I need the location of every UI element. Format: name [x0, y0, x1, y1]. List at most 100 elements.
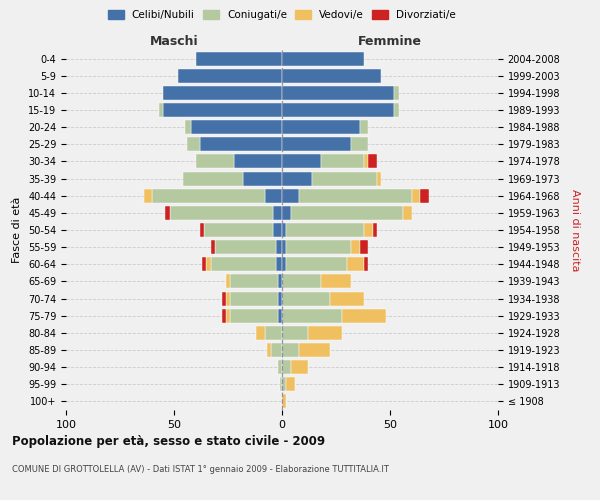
Bar [215, 240, 275, 254]
Bar [230, 308, 278, 322]
Bar [321, 274, 351, 288]
Bar [280, 378, 282, 392]
Bar [221, 292, 226, 306]
Bar [282, 52, 364, 66]
Bar [282, 154, 321, 168]
Bar [282, 343, 299, 357]
Bar [163, 86, 282, 100]
Bar [403, 206, 412, 220]
Bar [282, 378, 286, 392]
Bar [282, 326, 308, 340]
Bar [243, 172, 282, 185]
Bar [286, 378, 295, 392]
Bar [290, 206, 403, 220]
Bar [329, 292, 364, 306]
Bar [282, 223, 286, 237]
Bar [200, 223, 204, 237]
Bar [163, 103, 282, 117]
Bar [351, 138, 368, 151]
Bar [274, 206, 282, 220]
Bar [187, 138, 200, 151]
Bar [206, 258, 211, 272]
Bar [144, 188, 152, 202]
Bar [230, 274, 278, 288]
Text: COMUNE DI GROTTOLELLA (AV) - Dati ISTAT 1° gennaio 2009 - Elaborazione TUTTITALI: COMUNE DI GROTTOLELLA (AV) - Dati ISTAT … [12, 465, 389, 474]
Bar [275, 240, 282, 254]
Bar [278, 274, 282, 288]
Bar [368, 154, 377, 168]
Bar [159, 103, 163, 117]
Bar [282, 206, 290, 220]
Bar [394, 103, 398, 117]
Bar [282, 394, 286, 408]
Bar [308, 326, 343, 340]
Bar [265, 326, 282, 340]
Bar [373, 223, 377, 237]
Bar [412, 188, 420, 202]
Bar [278, 292, 282, 306]
Bar [312, 172, 377, 185]
Bar [278, 308, 282, 322]
Bar [202, 258, 206, 272]
Bar [211, 240, 215, 254]
Bar [204, 223, 274, 237]
Text: Maschi: Maschi [149, 36, 199, 49]
Bar [271, 343, 282, 357]
Bar [170, 206, 274, 220]
Y-axis label: Anni di nascita: Anni di nascita [570, 188, 580, 271]
Bar [282, 292, 329, 306]
Bar [196, 154, 235, 168]
Bar [221, 308, 226, 322]
Bar [282, 188, 299, 202]
Bar [290, 360, 308, 374]
Bar [152, 188, 265, 202]
Text: Popolazione per età, sesso e stato civile - 2009: Popolazione per età, sesso e stato civil… [12, 435, 325, 448]
Bar [286, 258, 347, 272]
Bar [282, 103, 394, 117]
Bar [282, 138, 351, 151]
Bar [226, 274, 230, 288]
Bar [347, 258, 364, 272]
Bar [200, 138, 282, 151]
Bar [364, 258, 368, 272]
Bar [282, 172, 312, 185]
Bar [299, 343, 329, 357]
Bar [377, 172, 382, 185]
Bar [267, 343, 271, 357]
Bar [364, 223, 373, 237]
Bar [282, 68, 382, 82]
Bar [274, 223, 282, 237]
Bar [166, 206, 170, 220]
Legend: Celibi/Nubili, Coniugati/e, Vedovi/e, Divorziati/e: Celibi/Nubili, Coniugati/e, Vedovi/e, Di… [106, 8, 458, 22]
Bar [191, 120, 282, 134]
Bar [360, 240, 368, 254]
Bar [286, 240, 351, 254]
Bar [394, 86, 398, 100]
Bar [299, 188, 412, 202]
Bar [226, 292, 230, 306]
Bar [364, 154, 368, 168]
Bar [282, 86, 394, 100]
Bar [282, 258, 286, 272]
Bar [286, 223, 364, 237]
Bar [278, 360, 282, 374]
Bar [182, 172, 243, 185]
Bar [196, 52, 282, 66]
Bar [420, 188, 429, 202]
Bar [360, 120, 368, 134]
Bar [265, 188, 282, 202]
Y-axis label: Fasce di età: Fasce di età [13, 197, 22, 263]
Bar [230, 292, 278, 306]
Bar [256, 326, 265, 340]
Bar [282, 274, 321, 288]
Bar [226, 308, 230, 322]
Bar [235, 154, 282, 168]
Bar [351, 240, 360, 254]
Bar [282, 308, 343, 322]
Bar [282, 120, 360, 134]
Bar [211, 258, 275, 272]
Text: Femmine: Femmine [358, 36, 422, 49]
Bar [321, 154, 364, 168]
Bar [343, 308, 386, 322]
Bar [282, 360, 290, 374]
